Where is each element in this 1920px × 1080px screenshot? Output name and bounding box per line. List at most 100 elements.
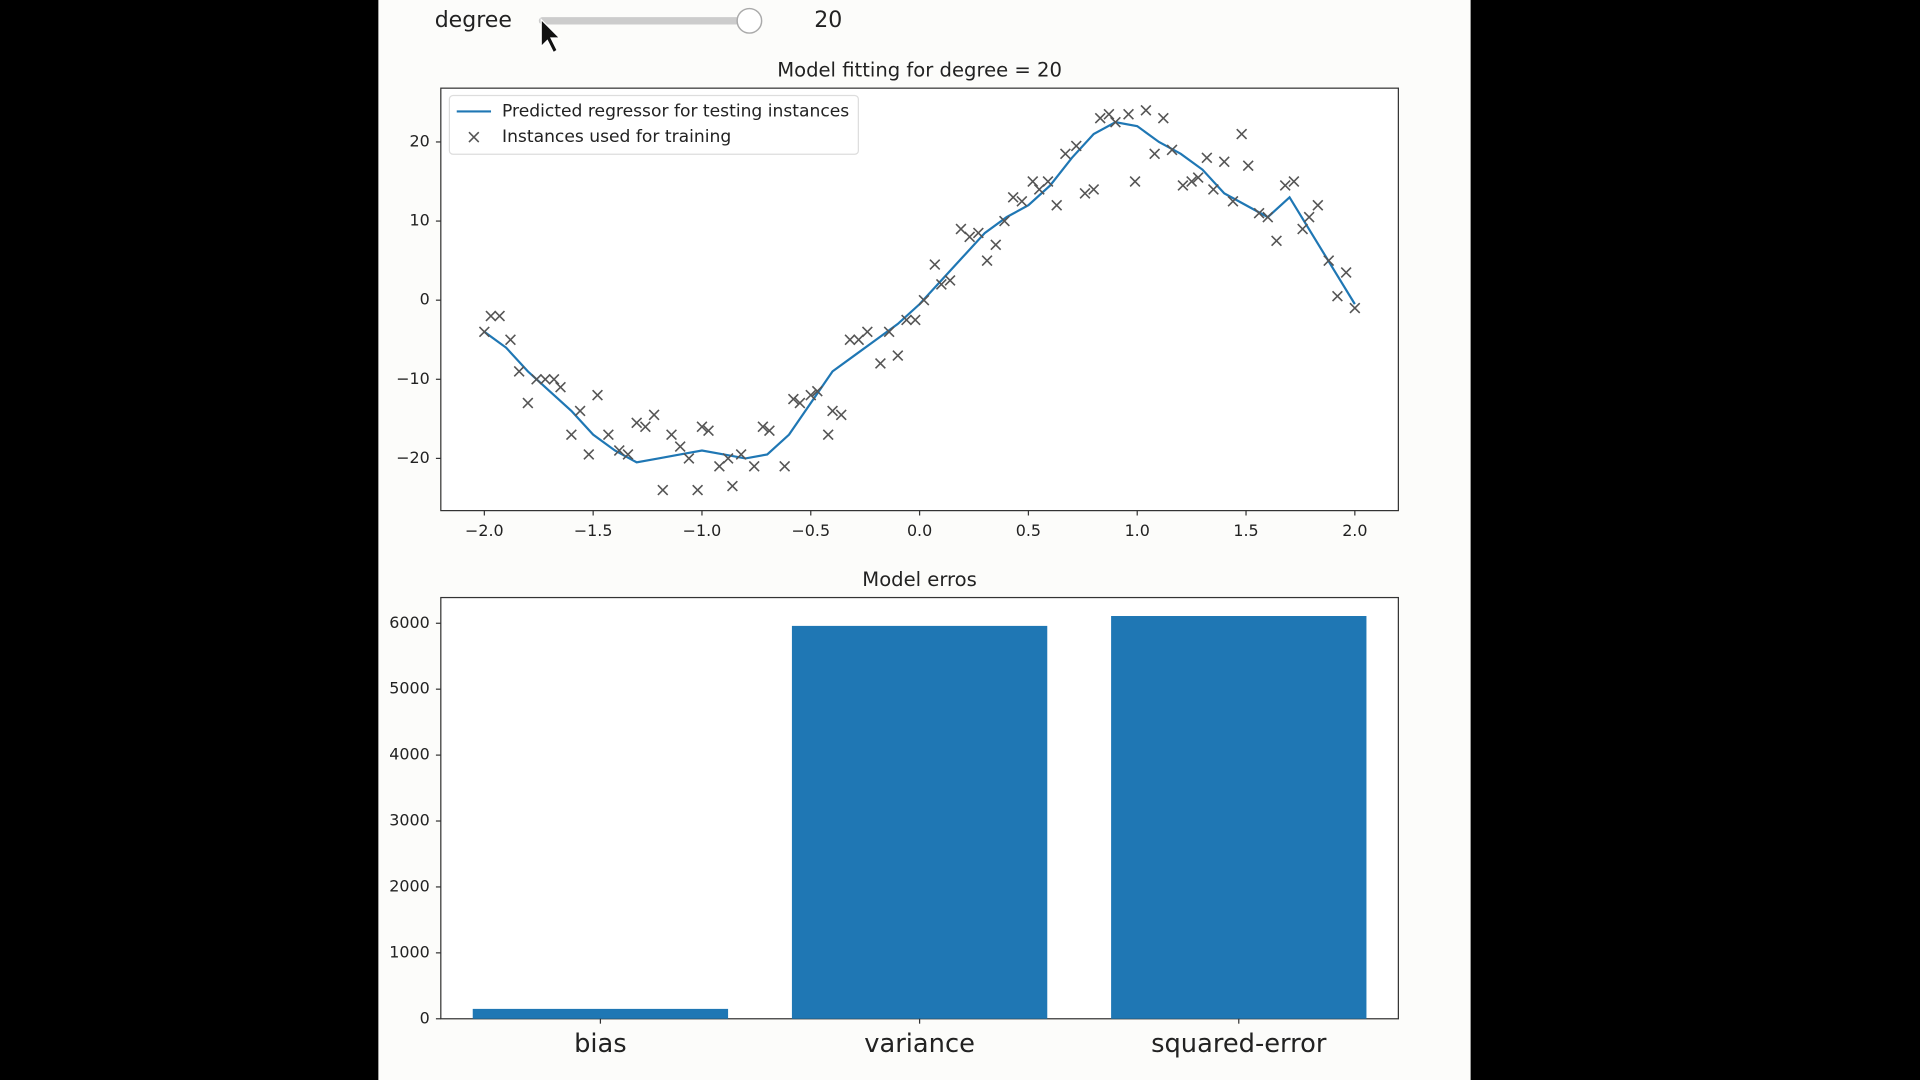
scatter-point: [929, 259, 941, 271]
legend-box: [448, 94, 859, 155]
scatter-point: [981, 255, 993, 267]
scatter-point: [1166, 144, 1178, 156]
scatter-point: [648, 409, 660, 421]
scatter-point: [1140, 104, 1152, 116]
x-tick-label: squared-error: [1151, 1029, 1327, 1059]
scatter-point: [844, 334, 856, 346]
scatter-point: [1297, 223, 1309, 235]
scatter-point: [892, 350, 904, 362]
y-tick-label: 5000: [389, 679, 429, 698]
scatter-point: [513, 365, 525, 377]
scatter-point: [583, 448, 595, 460]
y-tick-label: 2000: [389, 876, 429, 895]
scatter-point: [1157, 112, 1169, 124]
scatter-point: [874, 358, 886, 369]
scatter-point: [1109, 116, 1121, 128]
scatter-point: [735, 448, 747, 460]
y-tick-label: 3000: [389, 811, 429, 830]
slider-value: 20: [814, 8, 842, 33]
scatter-point: [548, 373, 560, 385]
scatter-point: [901, 314, 912, 326]
scatter-point: [935, 278, 947, 290]
scatter-point: [674, 441, 686, 452]
scatter-point: [666, 429, 677, 441]
scatter-point: [713, 460, 725, 472]
scatter-point: [918, 294, 930, 306]
scatter-point: [1129, 176, 1141, 187]
scatter-point: [835, 409, 847, 421]
scatter-point: [657, 484, 669, 496]
scatter-point: [613, 445, 625, 456]
scatter-point: [522, 397, 534, 409]
scatter-point: [1103, 108, 1115, 120]
scatter-point: [883, 326, 895, 338]
scatter-point: [1227, 195, 1239, 207]
chart-title: Model fitting for degree = 20: [777, 59, 1062, 82]
y-tick-label: 1000: [389, 942, 429, 961]
y-tick-label: 20: [410, 131, 430, 150]
x-tick-label: −1.5: [574, 521, 613, 540]
x-tick-label: 2.0: [1342, 521, 1367, 540]
y-tick-label: 4000: [389, 745, 429, 764]
scatter-point: [1186, 176, 1198, 187]
scatter-point: [1192, 172, 1204, 184]
legend-entry: Predicted regressor for testing instance…: [502, 101, 849, 121]
scatter-point: [1323, 255, 1335, 267]
slider-track[interactable]: [538, 17, 750, 25]
scatter-point: [1331, 290, 1343, 302]
scatter-point: [1288, 176, 1300, 187]
scatter-point: [763, 425, 775, 437]
x-tick-label: 1.0: [1125, 521, 1150, 540]
scatter-point: [955, 223, 967, 235]
scatter-point: [861, 326, 873, 338]
slider-thumb[interactable]: [736, 7, 763, 34]
scatter-point: [1218, 156, 1230, 168]
bar: [1111, 616, 1367, 1019]
scatter-point: [999, 215, 1010, 227]
scatter-point: [1207, 183, 1219, 195]
scatter-point: [972, 227, 984, 239]
scatter-point: [1312, 199, 1324, 211]
scatter-point: [1042, 176, 1054, 187]
x-tick-label: 0.5: [1016, 521, 1041, 540]
x-tick-label: −2.0: [465, 521, 504, 540]
legend-entry: Instances used for training: [502, 127, 731, 147]
scatter-point: [494, 310, 506, 322]
scatter-point: [1253, 207, 1265, 219]
scatter-point: [1123, 108, 1134, 120]
scatter-point: [696, 421, 708, 433]
scatter-point: [1279, 180, 1291, 191]
scatter-point: [703, 425, 714, 437]
y-tick-label: 6000: [389, 613, 429, 632]
scatter-point: [1059, 148, 1071, 160]
scatter-point: [639, 421, 651, 433]
scatter-point: [1349, 302, 1361, 314]
scatter-point: [1236, 128, 1248, 140]
x-tick-label: −1.0: [683, 521, 722, 540]
scatter-point: [909, 314, 921, 326]
y-tick-label: 0: [420, 1008, 430, 1027]
scatter-point: [1303, 211, 1315, 223]
scatter-point: [1201, 152, 1213, 164]
scatter-point: [787, 393, 799, 405]
scatter-point: [622, 448, 634, 460]
y-tick-label: 10: [410, 211, 430, 230]
scatter-point: [555, 381, 566, 393]
x-tick-label: bias: [574, 1029, 627, 1059]
x-tick-label: −0.5: [791, 521, 830, 540]
x-tick-label: variance: [864, 1029, 975, 1059]
scatter-point: [748, 460, 760, 472]
scatter-point: [478, 326, 490, 338]
scatter-point: [779, 460, 791, 472]
scatter-point: [1033, 183, 1045, 195]
scatter-point: [794, 397, 806, 409]
scatter-point: [822, 429, 834, 441]
scatter-point: [631, 417, 643, 429]
scatter-point: [1262, 211, 1274, 223]
scatter-point: [485, 310, 497, 322]
scatter-point: [531, 373, 543, 385]
scatter-point: [1271, 235, 1282, 247]
scatter-point: [565, 429, 577, 441]
scatter-point: [1070, 140, 1082, 152]
